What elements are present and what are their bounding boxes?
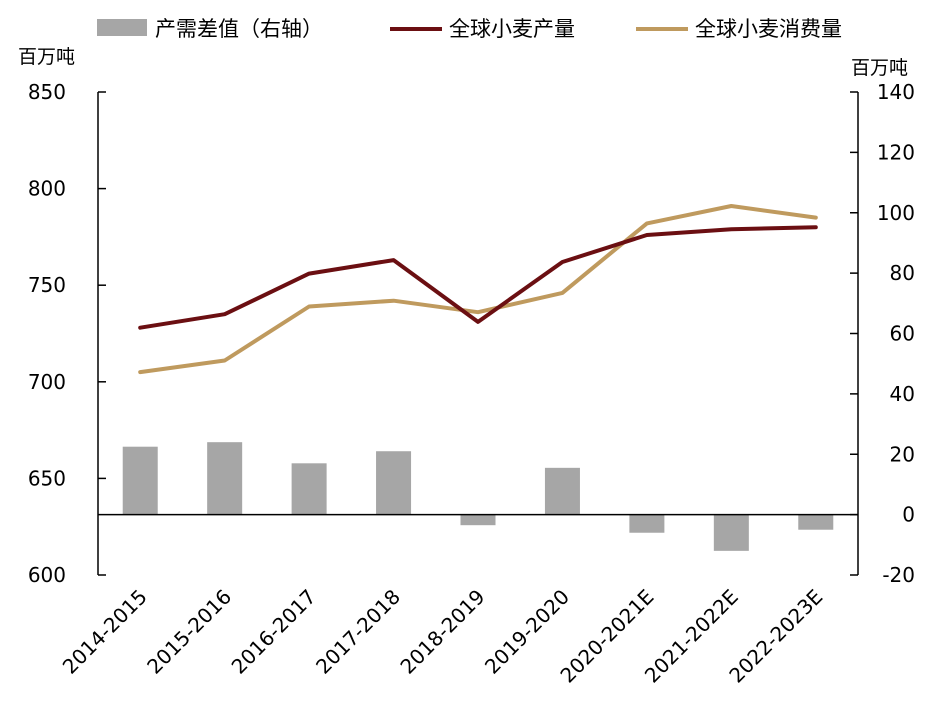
right-axis-unit: 百万吨 <box>851 57 908 79</box>
category-label: 2019-2020 <box>480 585 574 679</box>
left-tick-label: 800 <box>28 177 66 201</box>
category-label: 2014-2015 <box>58 585 152 679</box>
right-tick-label: 140 <box>877 80 915 104</box>
legend-swatch-diff <box>97 19 147 36</box>
left-tick-label: 750 <box>28 273 66 297</box>
bar-2017-2018 <box>376 451 412 515</box>
right-tick-label: 0 <box>902 503 915 527</box>
left-tick-label: 700 <box>28 370 66 394</box>
production-line <box>138 225 818 330</box>
legend-label-consumption: 全球小麦消费量 <box>695 17 842 41</box>
left-axis-ticks: 600 650 700 750 800 850 <box>28 80 106 587</box>
legend-label-diff: 产需差值（右轴） <box>155 17 323 41</box>
right-tick-label: 20 <box>890 442 915 466</box>
bar-2014-2015 <box>122 446 158 515</box>
bar-2021-2022E <box>713 514 749 551</box>
left-axis-unit: 百万吨 <box>18 46 75 68</box>
bar-2022-2023E <box>798 514 834 530</box>
right-tick-label: 40 <box>890 382 915 406</box>
category-label: 2016-2017 <box>227 585 321 679</box>
right-axis-ticks: -20 0 20 40 60 80 100 120 140 <box>850 80 915 587</box>
category-labels: 2014-20152015-20162016-20172017-20182018… <box>58 585 828 688</box>
line-series <box>138 204 818 375</box>
legend: 产需差值（右轴） 全球小麦产量 全球小麦消费量 <box>97 17 842 41</box>
left-tick-label: 650 <box>28 466 66 490</box>
category-label: 2015-2016 <box>142 585 236 679</box>
bars-series <box>122 442 834 551</box>
bar-2015-2016 <box>207 442 243 515</box>
right-tick-label: -20 <box>882 563 915 587</box>
right-tick-label: 100 <box>877 201 915 225</box>
bar-2016-2017 <box>291 463 327 515</box>
bar-2019-2020 <box>544 467 580 515</box>
right-tick-label: 80 <box>890 261 915 285</box>
bar-2018-2019 <box>460 514 496 526</box>
left-tick-label: 850 <box>28 80 66 104</box>
right-tick-label: 60 <box>890 322 915 346</box>
left-tick-label: 600 <box>28 563 66 587</box>
right-tick-label: 120 <box>877 140 915 164</box>
legend-label-production: 全球小麦产量 <box>449 17 575 41</box>
category-label: 2017-2018 <box>311 585 405 679</box>
consumption-line <box>138 204 818 375</box>
bar-2020-2021E <box>629 514 665 533</box>
category-label: 2018-2019 <box>395 585 489 679</box>
